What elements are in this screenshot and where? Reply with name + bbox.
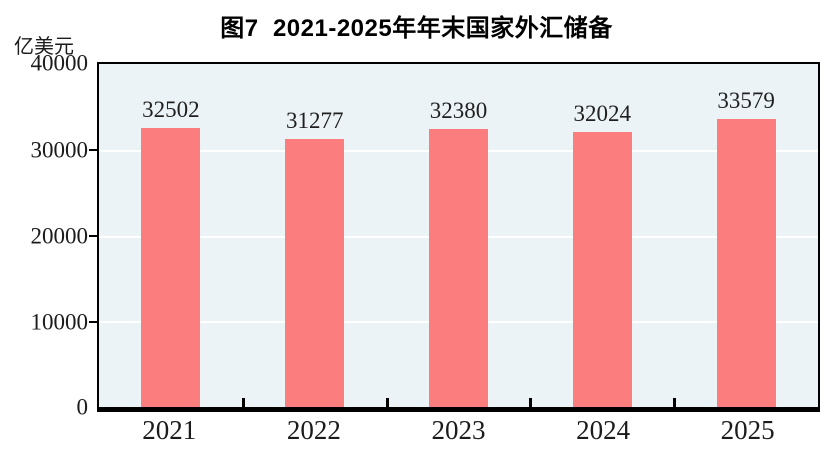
bar-group-2025: 33579 bbox=[674, 64, 818, 407]
x-tick-mark-2 bbox=[385, 398, 389, 407]
y-tick-label-40000: 40000 bbox=[30, 50, 89, 76]
bar-group-2021: 32502 bbox=[99, 64, 243, 407]
bar-2021 bbox=[141, 128, 201, 407]
x-label-2023: 2023 bbox=[431, 415, 486, 445]
bar-2024 bbox=[572, 132, 632, 407]
x-label-2025: 2025 bbox=[720, 415, 775, 445]
bar-value-label: 32380 bbox=[429, 98, 488, 124]
bar-2022 bbox=[285, 138, 345, 407]
bar-group-2024: 32024 bbox=[530, 64, 674, 407]
plot-area: 32502 31277 32380 32024 33579 bbox=[97, 62, 820, 412]
bars-row: 32502 31277 32380 32024 33579 bbox=[99, 64, 818, 407]
bar-2023 bbox=[429, 129, 488, 407]
bar-value-label: 32024 bbox=[573, 101, 632, 127]
y-tick-mark-30000 bbox=[89, 149, 97, 151]
bar-group-2022: 31277 bbox=[243, 64, 387, 407]
y-tick-label-10000: 10000 bbox=[30, 309, 89, 335]
y-tick-label-0: 0 bbox=[76, 394, 89, 420]
bar-value-label: 31277 bbox=[285, 107, 344, 133]
y-tick-mark-10000 bbox=[89, 321, 97, 323]
bar-2025 bbox=[716, 119, 776, 407]
y-axis-unit-label: 亿美元 bbox=[14, 36, 74, 58]
x-label-2024: 2024 bbox=[576, 415, 631, 445]
x-axis-labels: 2021 2022 2023 2024 2025 bbox=[97, 417, 820, 444]
x-label-2022: 2022 bbox=[286, 415, 341, 445]
bar-value-label: 32502 bbox=[142, 97, 200, 123]
x-tick-mark-4 bbox=[673, 398, 677, 407]
y-tick-label-20000: 20000 bbox=[30, 223, 89, 249]
x-label-2021: 2021 bbox=[142, 415, 197, 445]
x-tick-mark-3 bbox=[529, 398, 533, 407]
x-tick-mark-1 bbox=[241, 398, 245, 407]
bar-value-label: 33579 bbox=[717, 88, 775, 114]
y-tick-label-30000: 30000 bbox=[30, 137, 89, 163]
chart-title: 图7 2021-2025年年末国家外汇储备 bbox=[220, 15, 613, 42]
bar-group-2023: 32380 bbox=[387, 64, 531, 407]
y-tick-mark-20000 bbox=[89, 235, 97, 237]
